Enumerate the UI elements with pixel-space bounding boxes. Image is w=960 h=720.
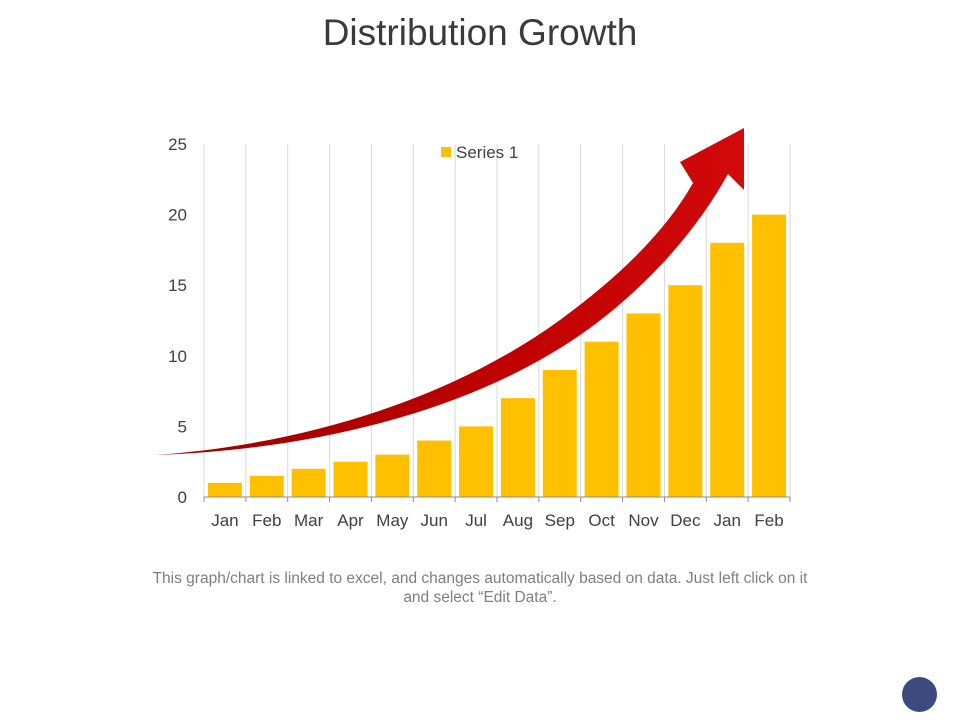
x-tick-label: Nov bbox=[628, 511, 659, 530]
growth-arrow bbox=[155, 128, 744, 455]
bar-11 bbox=[626, 313, 661, 497]
x-tick-label: Sep bbox=[545, 511, 575, 530]
legend-swatch bbox=[441, 147, 451, 157]
bar-3 bbox=[291, 468, 326, 497]
bar-13 bbox=[710, 242, 745, 497]
axes bbox=[203, 496, 791, 502]
x-tick-label: Jan bbox=[211, 511, 238, 530]
x-tick-label: Jan bbox=[714, 511, 741, 530]
legend: Series 1 bbox=[441, 143, 518, 162]
x-tick-label: Oct bbox=[588, 511, 615, 530]
x-tick-label: Jul bbox=[465, 511, 487, 530]
x-tick-label: Feb bbox=[754, 511, 783, 530]
x-tick-label: May bbox=[376, 511, 409, 530]
y-tick-label: 25 bbox=[168, 135, 187, 154]
growth-arrow-icon bbox=[155, 128, 744, 455]
chart-title: Distribution Growth bbox=[322, 12, 638, 53]
y-tick-label: 10 bbox=[168, 347, 187, 366]
y-tick-label: 20 bbox=[168, 206, 187, 225]
bar-14 bbox=[752, 214, 787, 497]
y-tick-label: 0 bbox=[178, 488, 187, 507]
x-tick-label: Jun bbox=[421, 511, 448, 530]
bar-5 bbox=[375, 454, 410, 497]
bars bbox=[207, 214, 787, 497]
y-tick-label: 5 bbox=[178, 417, 187, 436]
chart-caption: This graph/chart is linked to excel, and… bbox=[152, 570, 808, 606]
y-tick-label: 15 bbox=[168, 276, 187, 295]
bar-12 bbox=[668, 285, 703, 497]
bar-6 bbox=[417, 440, 452, 497]
bar-7 bbox=[459, 426, 494, 497]
bar-4 bbox=[333, 461, 368, 497]
x-tick-label: Mar bbox=[294, 511, 324, 530]
x-tick-label: Feb bbox=[252, 511, 281, 530]
bar-1 bbox=[207, 482, 242, 497]
bar-10 bbox=[584, 341, 619, 497]
legend-label: Series 1 bbox=[456, 143, 518, 162]
bar-2 bbox=[249, 475, 284, 497]
x-tick-label: Apr bbox=[337, 511, 364, 530]
bar-8 bbox=[500, 398, 535, 497]
x-tick-label: Aug bbox=[503, 511, 533, 530]
x-tick-label: Dec bbox=[670, 511, 701, 530]
tick-labels: 0 5 10 15 20 25 Jan Feb Mar Apr May Jun Jul Aug Sep Oct… bbox=[168, 135, 784, 530]
bar-9 bbox=[542, 369, 577, 497]
slide-badge bbox=[902, 677, 937, 712]
